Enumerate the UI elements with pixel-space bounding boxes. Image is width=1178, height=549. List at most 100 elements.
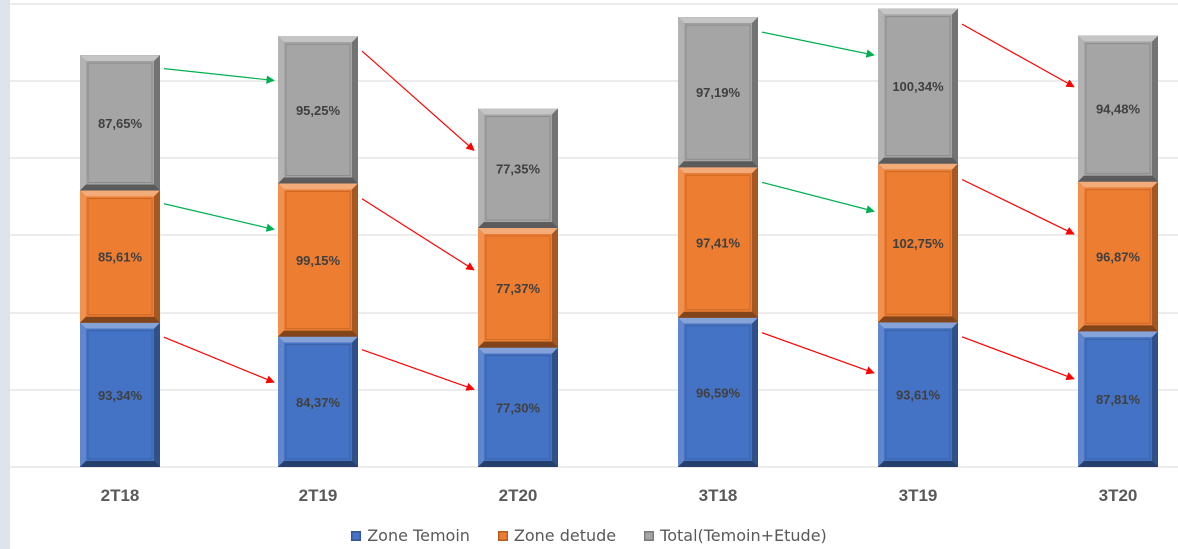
bar-bevel-left [878,8,884,164]
bar-bevel-top [1078,181,1158,188]
data-label: 96,59% [696,385,741,400]
bar-bevel-bottom [80,461,160,467]
decrease-arrow-total-temoin-etude- [961,23,1075,88]
bar-face-inset [1085,338,1151,460]
data-label: 93,34% [98,388,143,403]
bar-segment-zone-detude-2t19: 99,15% [278,183,358,337]
bar-bevel-left [80,322,86,467]
data-label: 97,41% [696,236,741,251]
data-label: 99,15% [296,253,341,268]
data-label: 84,37% [296,395,341,410]
data-label: 96,87% [1096,250,1141,265]
bar-bevel-top [678,17,758,24]
bar-face [284,189,352,331]
decrease-arrow-zone-temoin [761,332,875,375]
bar-bevel-bottom [1078,175,1158,182]
increase-arrow-total-temoin-etude- [163,68,275,84]
bar-bevel-bottom [80,184,160,191]
data-label: 77,35% [496,161,541,176]
decrease-arrow-zone-detude [361,198,475,271]
bar-bevel-left [278,183,284,337]
bar-bevel-left [478,347,484,467]
bar-bevel-top [80,322,160,329]
legend-item-zone-temoin: Zone Temoin [351,526,470,545]
bar-segment-total-temoin-etude--3t20: 94,48% [1078,35,1158,182]
bar-bevel-bottom [878,461,958,467]
bar-face [86,61,154,185]
bar-bevel-left [80,55,86,191]
gridlines [10,3,1178,468]
bar-segment-total-temoin-etude--2t20: 77,35% [478,108,558,229]
bar-bevel-bottom [1078,325,1158,332]
bar-bevel-right [552,347,558,467]
bar-bevel-top [80,55,160,62]
data-label: 100,34% [892,79,944,94]
bar-bevel-left [1078,35,1084,182]
bar-segment-zone-temoin-3t19: 93,61% [878,322,958,467]
bar-bevel-bottom [678,161,758,168]
bar-bevel-left [278,336,284,467]
bar-segment-total-temoin-etude--3t19: 100,34% [878,8,958,164]
left-edge-strip [0,0,10,549]
bar-bevel-left [678,317,684,467]
data-label: 87,65% [98,116,143,131]
data-label: 95,25% [296,103,341,118]
decrease-arrow-zone-detude [961,178,1075,235]
trend-arrows [163,23,1075,391]
bar-bevel-right [154,190,160,323]
bar-bevel-right [952,163,958,323]
legend-swatch [644,530,655,541]
bar-bevel-top [478,108,558,115]
bar-face-inset [485,116,551,221]
bar-face-inset [485,235,551,341]
bar-bevel-top [878,8,958,15]
bar-face-inset [885,16,951,157]
bar-bevel-right [352,336,358,467]
x-tick-label: 2T20 [499,486,538,505]
bar-bevel-top [878,322,958,329]
bar-face-inset [87,330,153,460]
legend-item-total: Total(Temoin+Etude) [644,526,827,545]
x-tick-label: 3T20 [1099,486,1138,505]
bar-bevel-top [278,336,358,343]
bar-bevel-bottom [1078,461,1158,467]
legend-label: Total(Temoin+Etude) [660,526,827,545]
bar-face-inset [885,171,951,315]
x-axis-labels: 2T18 2T19 2T20 3T18 3T19 3T20 [101,486,1138,505]
bar-segment-total-temoin-etude--3t18: 97,19% [678,17,758,168]
data-label: 77,30% [496,400,541,415]
legend-item-zone-detude: Zone detude [497,526,616,545]
bar-segment-zone-temoin-2t18: 93,34% [80,322,160,467]
bar-bevel-left [878,163,884,323]
bar-bevel-top [1078,35,1158,42]
x-tick-label: 2T19 [299,486,338,505]
bar-face [1084,337,1152,461]
bar-face-inset [285,190,351,330]
bars-group: 93,34% 85,61% 87,65% 84,37% 99,15% 95,25% 77,3… [80,8,1158,467]
bar-face-inset [285,43,351,176]
bar-bevel-top [678,167,758,174]
legend-swatch [351,530,362,541]
increase-arrow-zone-detude [761,181,875,214]
decrease-arrow-zone-temoin [961,336,1075,381]
bar-bevel-left [678,17,684,168]
bar-face-inset [1085,189,1151,324]
bar-bevel-top [478,347,558,354]
bar-face [484,114,552,223]
bar-bevel-left [1078,181,1084,332]
bar-bevel-right [752,317,758,467]
bar-face [1084,187,1152,326]
bar-bevel-right [1152,35,1158,182]
bar-bevel-left [278,36,284,184]
increase-arrow-zone-detude [163,203,275,232]
bar-bevel-left [80,190,86,323]
legend-label: Zone Temoin [367,526,470,545]
bar-bevel-bottom [278,177,358,184]
bar-bevel-bottom [678,461,758,467]
bar-bevel-left [878,322,884,467]
increase-arrow-total-temoin-etude- [761,31,875,58]
bar-bevel-top [1078,331,1158,338]
bar-face [884,14,952,158]
bar-bevel-bottom [478,341,558,348]
